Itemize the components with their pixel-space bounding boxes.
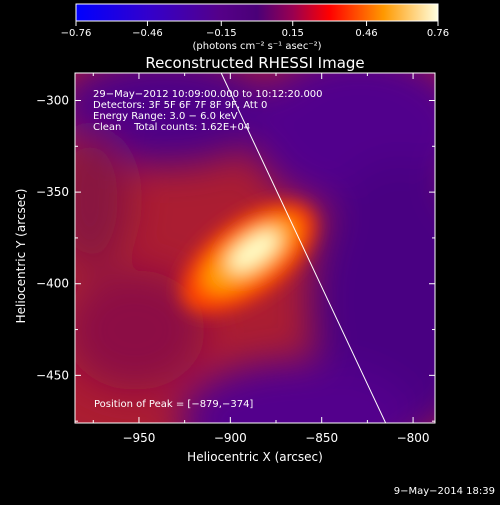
colorbar-tick-label: −0.46 <box>132 28 163 39</box>
y-tick-label: −400 <box>36 277 69 291</box>
plot-frame <box>74 72 436 424</box>
x-tick-label: −800 <box>397 431 430 445</box>
image-area <box>75 73 435 423</box>
info-line-energy: Energy Range: 3.0 − 6.0 keV <box>93 111 238 122</box>
peak-position-label: Position of Peak = [−879,−374] <box>94 399 253 410</box>
colorbar-gradient <box>75 3 439 22</box>
colorbar: −0.76 −0.46 −0.15 0.15 0.46 0.76 (photons cm⁻… <box>61 3 449 52</box>
solar-limb-line <box>220 73 387 423</box>
timestamp-label: 9−May−2014 18:39 <box>394 486 495 497</box>
colorbar-tick-label: 0.76 <box>427 28 449 39</box>
info-line-time: 29−May−2012 10:09:00.000 to 10:12:20.000 <box>93 89 323 100</box>
info-line-clean: Clean Total counts: 1.62E+04 <box>93 122 250 133</box>
x-axis-label: Heliocentric X (arcsec) <box>187 450 323 464</box>
colorbar-tick-label: −0.76 <box>61 28 92 39</box>
colorbar-ticks: −0.76 −0.46 −0.15 0.15 0.46 0.76 <box>61 21 449 39</box>
y-axis-label: Heliocentric Y (arcsec) <box>14 189 28 324</box>
x-tick-label: −950 <box>122 431 155 445</box>
plot-title: Reconstructed RHESSI Image <box>145 54 364 72</box>
info-annotation: 29−May−2012 10:09:00.000 to 10:12:20.000… <box>93 89 323 133</box>
info-line-detectors: Detectors: 3F 5F 6F 7F 8F 9F, Att 0 <box>93 100 267 111</box>
y-tick-label: −350 <box>36 185 69 199</box>
colorbar-tick-label: −0.15 <box>206 28 237 39</box>
colorbar-units-label: (photons cm⁻² s⁻¹ asec⁻²) <box>192 41 321 52</box>
x-tick-label: −900 <box>214 431 247 445</box>
y-tick-label: −450 <box>36 368 69 382</box>
colorbar-tick-label: 0.46 <box>355 28 377 39</box>
colorbar-tick-label: 0.15 <box>282 28 304 39</box>
y-tick-label: −300 <box>36 93 69 107</box>
x-tick-label: −850 <box>305 431 338 445</box>
axis-ticks: −950 −900 −850 −800 −300 −350 −400 −450 <box>36 73 435 445</box>
